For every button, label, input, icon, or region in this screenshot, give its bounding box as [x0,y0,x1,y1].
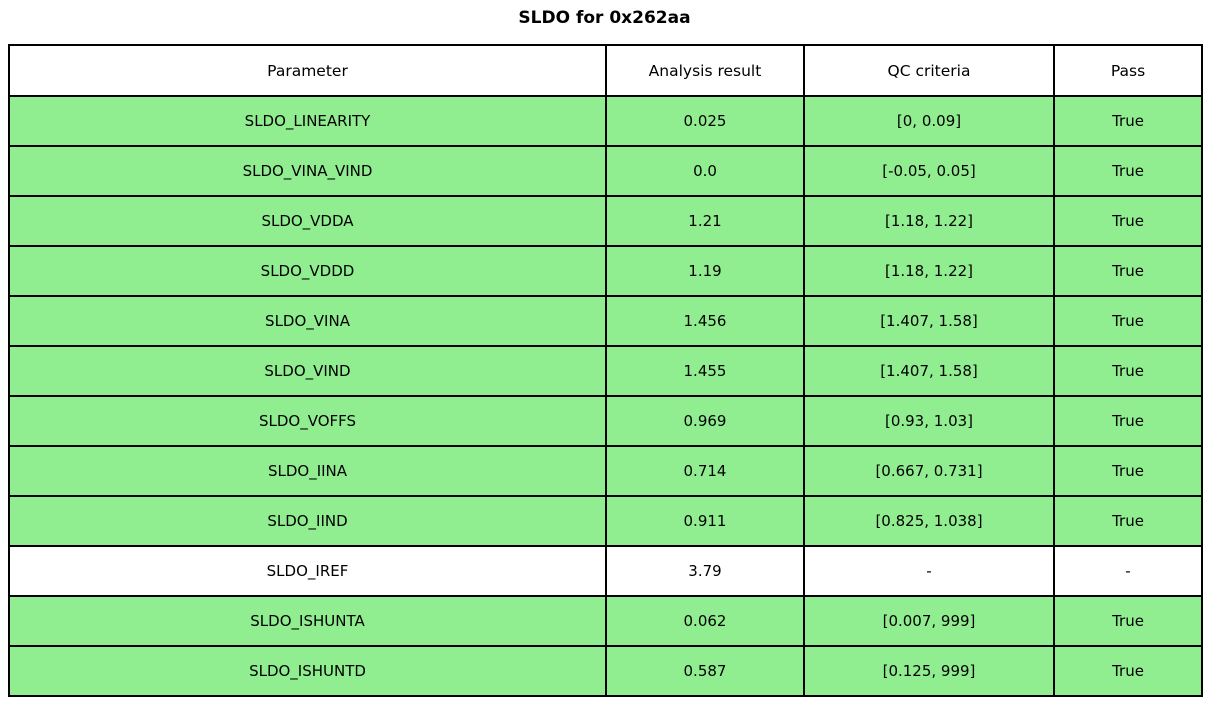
cell-parameter: SLDO_LINEARITY [8,95,607,147]
cell-result: 0.587 [605,645,805,697]
cell-criteria: [1.407, 1.58] [803,345,1055,397]
cell-criteria: [1.18, 1.22] [803,195,1055,247]
cell-pass: True [1053,295,1203,347]
cell-result: 0.025 [605,95,805,147]
column-header-pass: Pass [1053,44,1203,97]
cell-pass: True [1053,145,1203,197]
cell-result: 3.79 [605,545,805,597]
cell-result: 0.714 [605,445,805,497]
cell-parameter: SLDO_VIND [8,345,607,397]
page-title: SLDO for 0x262aa [518,8,691,28]
cell-result: 1.19 [605,245,805,297]
cell-criteria: [0.93, 1.03] [803,395,1055,447]
cell-criteria: [0.007, 999] [803,595,1055,647]
table-body: SLDO_LINEARITY 0.025 [0, 0.09] True SLDO… [8,95,1203,697]
cell-parameter: SLDO_ISHUNTA [8,595,607,647]
column-header-analysis-result: Analysis result [605,44,805,97]
cell-pass: True [1053,345,1203,397]
table-row: SLDO_VDDD 1.19 [1.18, 1.22] True [8,245,1203,297]
table-row: SLDO_VDDA 1.21 [1.18, 1.22] True [8,195,1203,247]
cell-result: 0.969 [605,395,805,447]
cell-pass: True [1053,395,1203,447]
cell-parameter: SLDO_VINA [8,295,607,347]
cell-parameter: SLDO_VINA_VIND [8,145,607,197]
cell-pass: True [1053,245,1203,297]
cell-parameter: SLDO_IINA [8,445,607,497]
cell-parameter: SLDO_VDDA [8,195,607,247]
cell-criteria: [1.407, 1.58] [803,295,1055,347]
cell-result: 1.21 [605,195,805,247]
table-row: SLDO_IINA 0.714 [0.667, 0.731] True [8,445,1203,497]
cell-criteria: - [803,545,1055,597]
table-row: SLDO_VINA 1.456 [1.407, 1.58] True [8,295,1203,347]
cell-pass: True [1053,95,1203,147]
cell-pass: True [1053,595,1203,647]
cell-result: 0.062 [605,595,805,647]
cell-pass: True [1053,495,1203,547]
cell-pass: True [1053,645,1203,697]
cell-criteria: [1.18, 1.22] [803,245,1055,297]
cell-parameter: SLDO_ISHUNTD [8,645,607,697]
table-row: SLDO_VINA_VIND 0.0 [-0.05, 0.05] True [8,145,1203,197]
qc-results-table: Parameter Analysis result QC criteria Pa… [8,44,1203,697]
cell-result: 1.456 [605,295,805,347]
table-row: SLDO_VIND 1.455 [1.407, 1.58] True [8,345,1203,397]
table-row: SLDO_ISHUNTD 0.587 [0.125, 999] True [8,645,1203,697]
cell-pass: True [1053,445,1203,497]
cell-criteria: [0.667, 0.731] [803,445,1055,497]
table-header: Parameter Analysis result QC criteria Pa… [8,44,1203,97]
column-header-parameter: Parameter [8,44,607,97]
cell-result: 0.0 [605,145,805,197]
cell-result: 0.911 [605,495,805,547]
table-row: SLDO_ISHUNTA 0.062 [0.007, 999] True [8,595,1203,647]
cell-parameter: SLDO_VDDD [8,245,607,297]
table-row: SLDO_LINEARITY 0.025 [0, 0.09] True [8,95,1203,147]
cell-parameter: SLDO_IIND [8,495,607,547]
table-row: SLDO_IIND 0.911 [0.825, 1.038] True [8,495,1203,547]
header-row: Parameter Analysis result QC criteria Pa… [8,44,1203,97]
cell-criteria: [0, 0.09] [803,95,1055,147]
cell-criteria: [0.825, 1.038] [803,495,1055,547]
column-header-qc-criteria: QC criteria [803,44,1055,97]
cell-parameter: SLDO_VOFFS [8,395,607,447]
cell-parameter: SLDO_IREF [8,545,607,597]
cell-pass: True [1053,195,1203,247]
cell-result: 1.455 [605,345,805,397]
cell-criteria: [-0.05, 0.05] [803,145,1055,197]
table-row: SLDO_IREF 3.79 - - [8,545,1203,597]
cell-pass: - [1053,545,1203,597]
table-row: SLDO_VOFFS 0.969 [0.93, 1.03] True [8,395,1203,447]
cell-criteria: [0.125, 999] [803,645,1055,697]
